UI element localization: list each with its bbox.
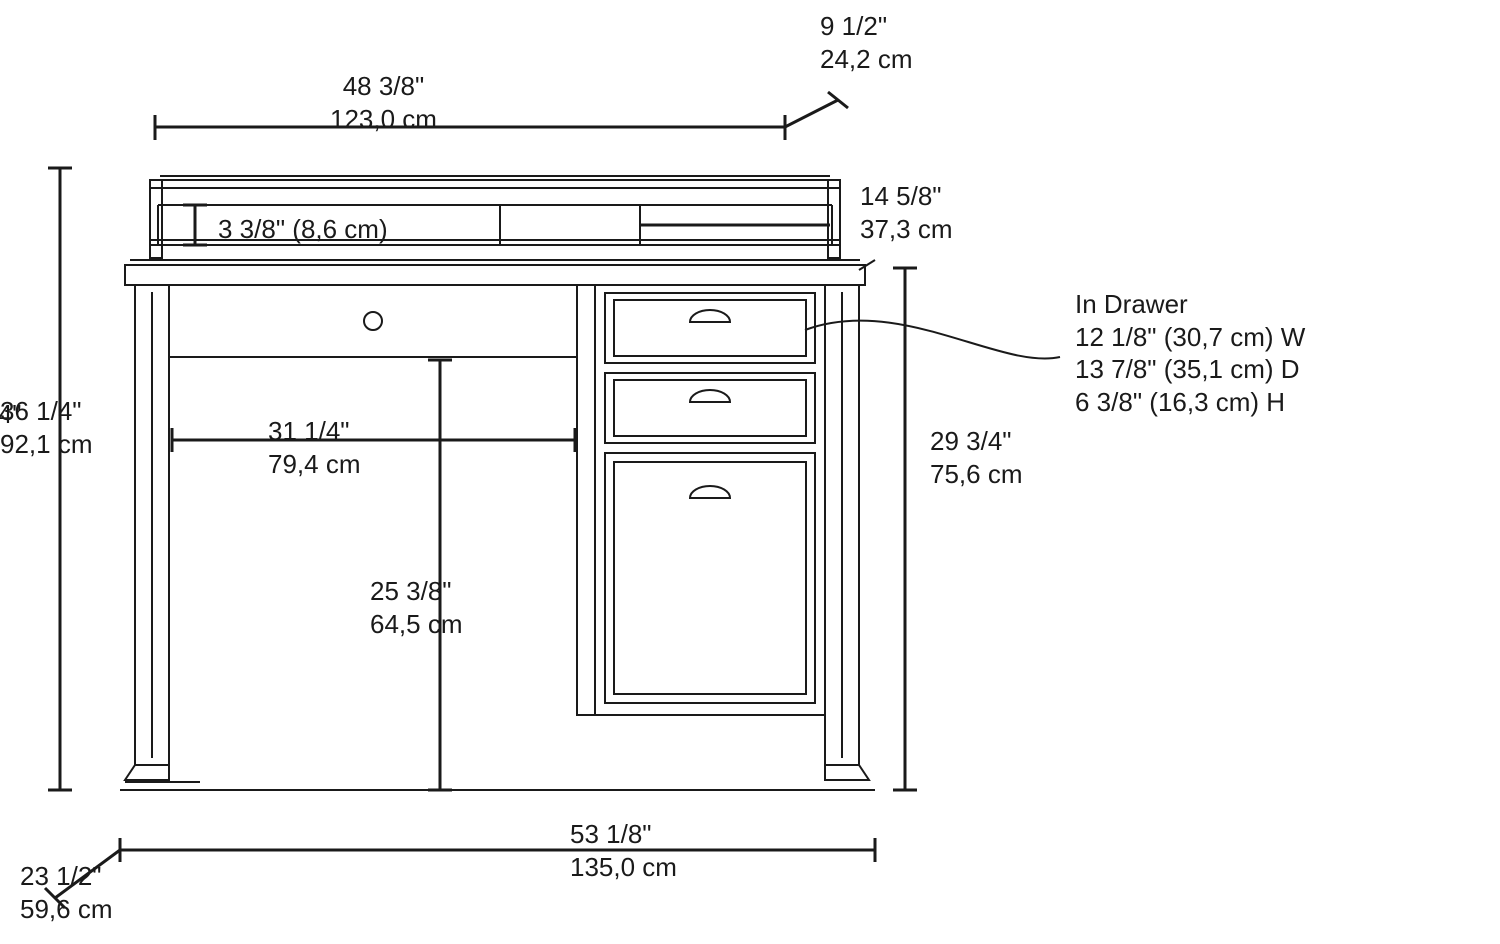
dim-shelf-top-depth: 9 1/2" 24,2 cm <box>820 10 913 75</box>
val-imperial: 36 1/4" <box>0 395 93 428</box>
drawer-w: 12 1/8" (30,7 cm) W <box>1075 321 1305 354</box>
val-imperial: 25 3/8" <box>370 575 463 608</box>
val-metric: 75,6 cm <box>930 458 1023 491</box>
label-total-height: 36 1/4" 92,1 cm <box>0 395 93 460</box>
dim-shelf-open-height: 3 3/8" (8,6 cm) <box>218 213 388 246</box>
dim-desk-height: 29 3/4" 75,6 cm <box>930 425 1023 490</box>
dim-knee-width: 31 1/4" 79,4 cm <box>268 415 361 480</box>
drawing-svg <box>0 0 1500 944</box>
val-metric: 24,2 cm <box>820 43 913 76</box>
val-metric: 59,6 cm <box>20 893 113 926</box>
val-metric: 37,3 cm <box>860 213 953 246</box>
val-imperial: 31 1/4" <box>268 415 361 448</box>
val-metric: 79,4 cm <box>268 448 361 481</box>
dim-total-width: 53 1/8" 135,0 cm <box>570 818 677 883</box>
drawer-title: In Drawer <box>1075 288 1305 321</box>
drawer-d: 13 7/8" (35,1 cm) D <box>1075 353 1305 386</box>
val-imperial: 29 3/4" <box>930 425 1023 458</box>
val-imperial: 9 1/2" <box>820 10 913 43</box>
dim-total-depth: 23 1/2" 59,6 cm <box>20 860 113 925</box>
val-metric: 92,1 cm <box>0 428 93 461</box>
dim-shelf-open-width: 14 5/8" 37,3 cm <box>860 180 953 245</box>
furniture-dimension-diagram: { "colors": { "stroke": "#1a1a1a", "back… <box>0 0 1500 944</box>
dim-shelf-top-width: 48 3/8" 123,0 cm <box>330 70 437 135</box>
val-imperial: 48 3/8" <box>330 70 437 103</box>
dim-in-drawer: In Drawer 12 1/8" (30,7 cm) W 13 7/8" (3… <box>1075 288 1305 418</box>
val-imperial: 14 5/8" <box>860 180 953 213</box>
val-metric: 135,0 cm <box>570 851 677 884</box>
val: 3 3/8" (8,6 cm) <box>218 214 388 244</box>
val-imperial: 53 1/8" <box>570 818 677 851</box>
drawer-h: 6 3/8" (16,3 cm) H <box>1075 386 1305 419</box>
val-metric: 64,5 cm <box>370 608 463 641</box>
val-metric: 123,0 cm <box>330 103 437 136</box>
dim-knee-height: 25 3/8" 64,5 cm <box>370 575 463 640</box>
val-imperial: 23 1/2" <box>20 860 113 893</box>
